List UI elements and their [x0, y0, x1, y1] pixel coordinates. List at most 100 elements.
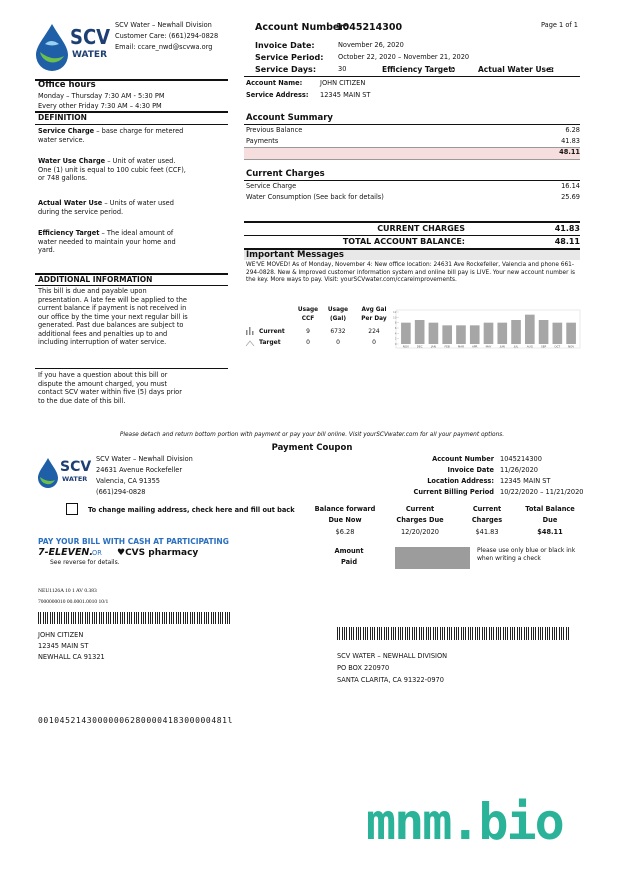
- logo: SCV: [60, 459, 92, 475]
- text: JOHN CITIZEN: [320, 79, 366, 87]
- rule: [35, 285, 228, 286]
- text: Paid: [340, 558, 358, 566]
- definition: Efficiency Target – The ideal amount of …: [38, 229, 188, 255]
- text: Service Address:: [246, 91, 309, 99]
- text: PAY YOUR BILL WITH CASH AT PARTICIPATING: [38, 537, 229, 546]
- text: PO BOX 220970: [337, 664, 390, 672]
- text: 9: [306, 328, 310, 335]
- text: Account Number: [432, 455, 494, 463]
- logo-drop: [38, 458, 58, 488]
- logo-drop: [36, 24, 68, 71]
- text: Valencia, CA 91355: [96, 477, 160, 485]
- text: 0: [306, 339, 310, 346]
- text: See reverse for details.: [50, 559, 120, 566]
- x-tick-label: FEB: [445, 345, 450, 349]
- text: Water Consumption (See back for details): [246, 193, 384, 201]
- text: ♥CVS pharmacy: [117, 548, 199, 558]
- definition: Water Use Charge – Unit of water used. O…: [38, 157, 188, 183]
- definition-text: – base charge for metered water service.: [38, 127, 184, 144]
- text: If you have a question about this bill o…: [38, 371, 182, 405]
- text: Charges: [471, 516, 503, 524]
- text: (Gal): [330, 316, 346, 322]
- text: 48.11: [554, 237, 580, 246]
- x-tick-label: AUG: [527, 345, 533, 349]
- text: SCV Water – Newhall Division: [96, 455, 193, 463]
- definition-term: Service Charge: [38, 127, 95, 135]
- text: Service Period:: [255, 53, 324, 62]
- text: DEFINITION: [38, 113, 87, 122]
- bar: [552, 322, 563, 344]
- watermark: mnm.bio: [366, 793, 565, 851]
- text: 24631 Avenue Rockefeller: [96, 466, 183, 474]
- text: Office hours: [38, 80, 96, 90]
- text: JOHN CITIZEN: [38, 631, 84, 639]
- text: October 22, 2020 – November 21, 2020: [338, 53, 470, 61]
- rule: [35, 111, 228, 113]
- text: 41.83: [561, 137, 580, 145]
- text: TOTAL ACCOUNT BALANCE:: [342, 237, 465, 246]
- x-tick-label: OCT: [554, 345, 560, 349]
- rule: [35, 368, 228, 369]
- definition: Service Charge – base charge for metered…: [38, 127, 188, 144]
- rule: [244, 76, 580, 77]
- text: Due: [542, 516, 558, 524]
- y-tick-label: 6: [395, 326, 397, 330]
- rule: [244, 221, 580, 223]
- text: 7-ELEVEN.: [38, 547, 93, 558]
- text: Monday – Thursday 7:30 AM - 5:30 PM: [38, 92, 165, 100]
- bar: [414, 320, 425, 344]
- text: NEWHALL CA 91321: [38, 653, 105, 661]
- bar: [524, 314, 535, 344]
- text: 12345 MAIN ST: [38, 642, 89, 650]
- text: Current Billing Period: [413, 488, 495, 496]
- text: 1045214300: [500, 455, 542, 463]
- text: Payments: [246, 137, 279, 145]
- definition-term: Water Use Charge: [38, 157, 106, 165]
- x-tick-label: JAN: [430, 345, 436, 349]
- y-tick-label: 4: [395, 331, 397, 335]
- text: Service Charge: [246, 182, 297, 190]
- rule: [244, 248, 580, 250]
- text: $48.11: [537, 528, 563, 536]
- text: Amount: [334, 547, 364, 555]
- text: SCV WATER – NEWHALL DIVISION: [337, 652, 448, 660]
- x-tick-label: DEC: [417, 345, 423, 349]
- definition-text: – Unit of water used. One (1) unit is eq…: [38, 157, 186, 183]
- rule: [244, 180, 580, 181]
- text: Every other Friday 7:30 AM – 4:30 PM: [38, 102, 162, 110]
- text: Account Number:: [255, 22, 348, 33]
- text: WE'VE MOVED! As of Monday, November 4: N…: [246, 262, 575, 284]
- checkbox[interactable]: [66, 503, 78, 515]
- bar: [483, 322, 494, 344]
- text: 6732: [330, 328, 346, 335]
- text: OR: [92, 549, 102, 557]
- text: Actual Water Use:: [478, 65, 555, 74]
- y-tick-label: 0: [395, 342, 397, 346]
- text: $6.28: [335, 528, 355, 536]
- x-tick-label: NOV: [403, 345, 409, 349]
- chart-frame: [395, 309, 581, 349]
- definition-term: Efficiency Target: [38, 229, 100, 237]
- text: Usage: [297, 307, 319, 313]
- text: NEU1126A 10 1 AV 0.383: [38, 588, 97, 594]
- amount-box[interactable]: [395, 547, 470, 569]
- barcode: [38, 612, 232, 624]
- text: 224: [368, 328, 380, 335]
- text: Account Summary: [246, 113, 333, 123]
- text: SANTA CLARITA, CA 91322-0970: [337, 676, 444, 684]
- x-tick-label: JUL: [513, 345, 519, 349]
- text: Please detach and return bottom portion …: [119, 432, 505, 438]
- x-tick-label: NOV: [568, 345, 574, 349]
- definition-text: – The ideal amount of water needed to ma…: [38, 229, 176, 255]
- text: 12/20/2020: [400, 528, 440, 536]
- definition-text: – Units of water used during the service…: [38, 199, 174, 216]
- bar: [401, 322, 411, 344]
- text: Total Balance: [525, 505, 575, 513]
- definition-term: Actual Water Use: [38, 199, 103, 207]
- text: Page 1 of 1: [541, 21, 578, 29]
- bar: [511, 320, 521, 344]
- y-tick-label: 8: [395, 321, 397, 325]
- text: Per Day: [361, 316, 387, 322]
